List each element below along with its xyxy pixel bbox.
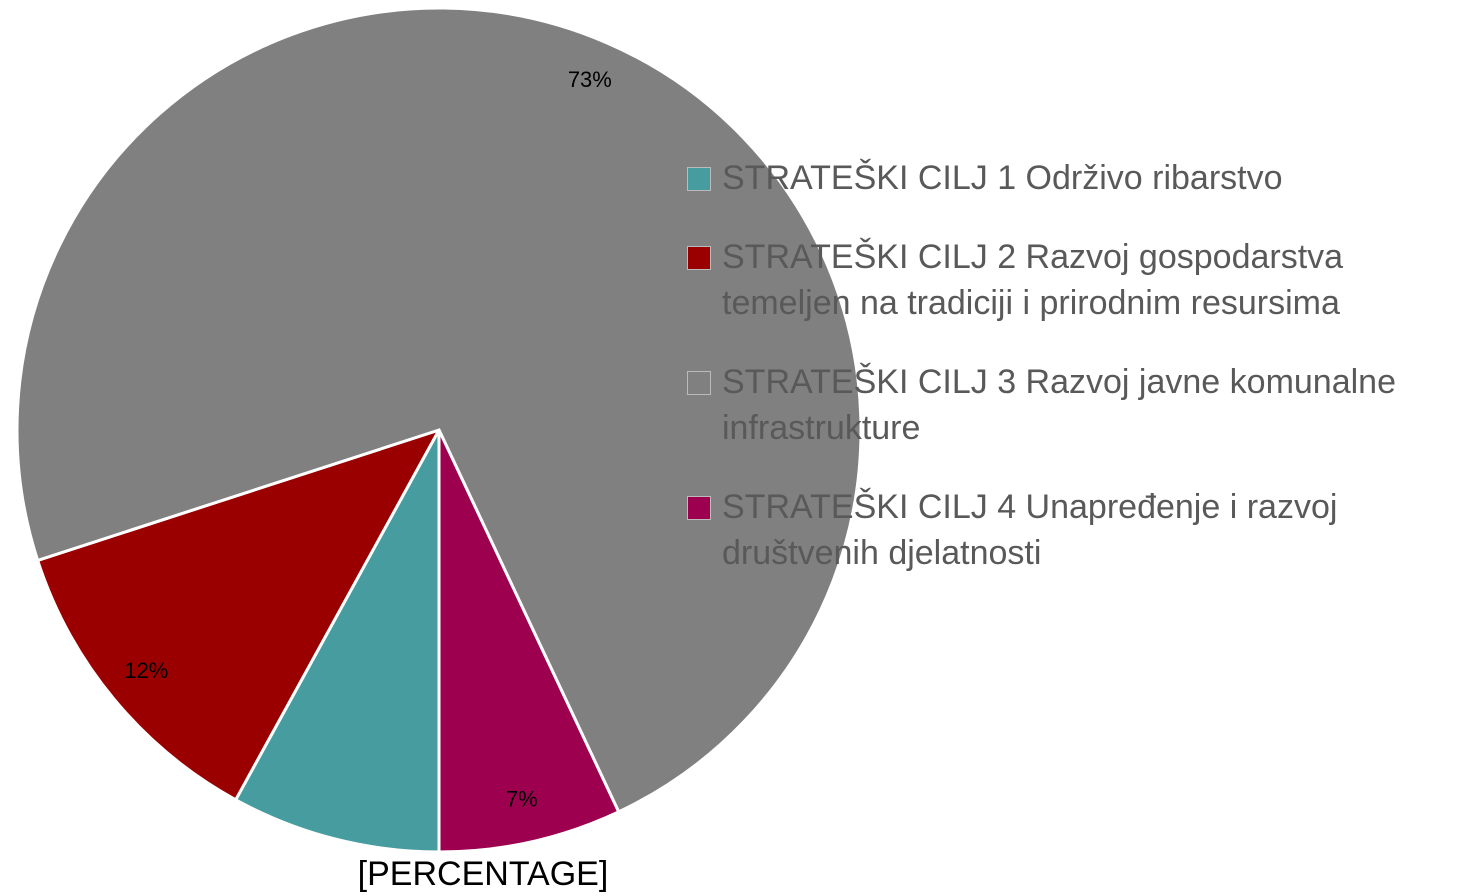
- legend-swatch: [687, 496, 711, 520]
- data-label: 73%: [568, 67, 612, 92]
- legend-label: STRATEŠKI CILJ 4 Unapređenje i razvoj dr…: [722, 488, 1338, 572]
- legend-item: STRATEŠKI CILJ 4 Unapređenje i razvoj dr…: [687, 484, 1432, 576]
- legend: STRATEŠKI CILJ 1 Održivo ribarstvo STRATE…: [687, 155, 1432, 609]
- legend-item: STRATEŠKI CILJ 2 Razvoj gospodarstva tem…: [687, 234, 1432, 326]
- legend-swatch: [687, 246, 711, 270]
- data-label: [PERCENTAGE]: [358, 855, 609, 893]
- legend-swatch: [687, 167, 711, 191]
- legend-label: STRATEŠKI CILJ 3 Razvoj javne komunalne …: [722, 363, 1396, 447]
- legend-label: STRATEŠKI CILJ 2 Razvoj gospodarstva tem…: [722, 238, 1344, 322]
- pie-slice: [233, 429, 441, 854]
- pie-slice: [437, 429, 621, 854]
- pie-slice: [15, 6, 863, 814]
- legend-item: STRATEŠKI CILJ 3 Razvoj javne komunalne …: [687, 359, 1432, 451]
- data-label: 7%: [506, 786, 538, 811]
- data-label: 12%: [124, 658, 168, 683]
- legend-item: STRATEŠKI CILJ 1 Održivo ribarstvo: [687, 155, 1432, 201]
- legend-label: STRATEŠKI CILJ 1 Održivo ribarstvo: [722, 159, 1283, 197]
- legend-swatch: [687, 371, 711, 395]
- pie-slice: [35, 427, 443, 802]
